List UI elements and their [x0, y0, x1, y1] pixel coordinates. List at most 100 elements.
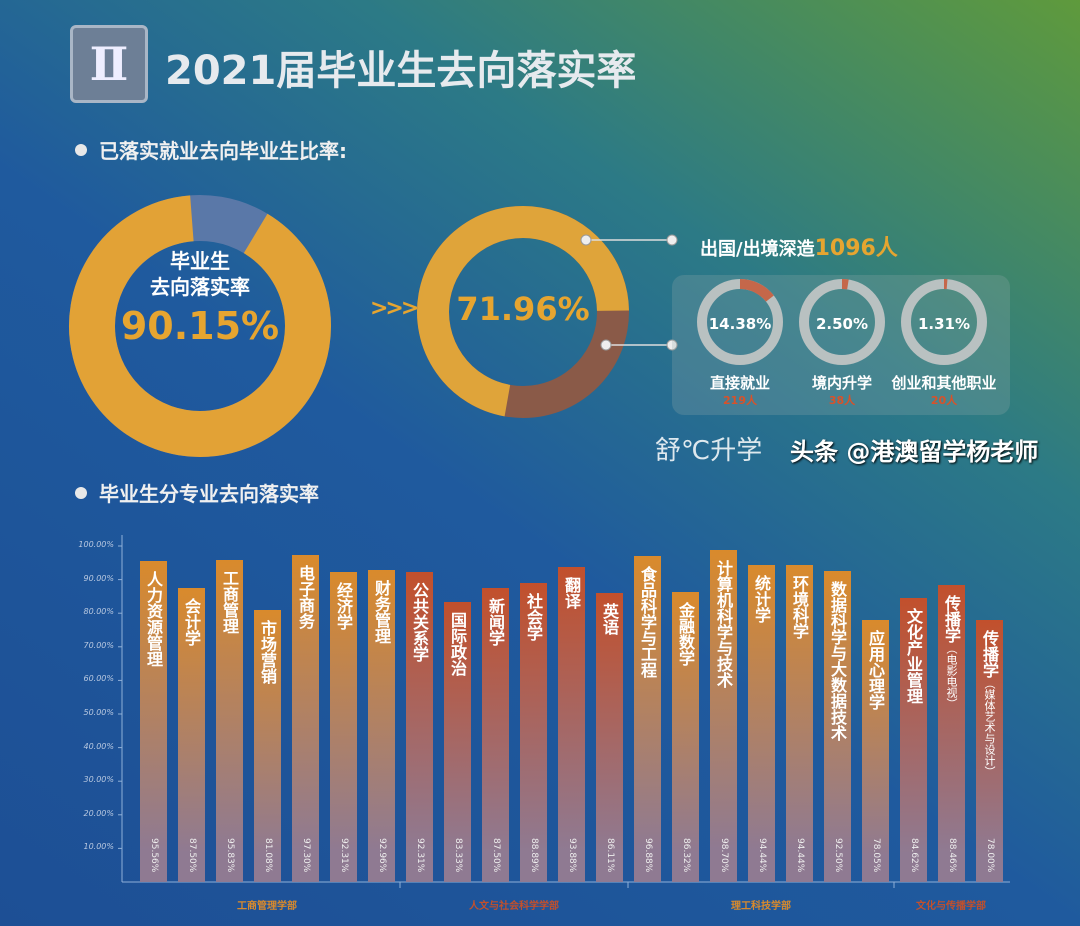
bar-category-text: 传播学	[942, 594, 961, 643]
donut-second-segment	[417, 206, 629, 418]
connector-dot	[580, 234, 592, 246]
bar-category: 公共关系学	[406, 582, 433, 662]
bar-category: 食品科学与工程	[634, 566, 661, 678]
bar: 金融数学 86.32%	[672, 591, 699, 882]
bar-value-label: 86.11%	[605, 837, 615, 872]
bar-value-label: 94.44%	[757, 837, 767, 872]
bar-category-text: 食品科学与工程	[638, 566, 657, 679]
bar: 英语 86.11%	[596, 592, 623, 882]
y-tick-label: 20.00%	[83, 808, 114, 818]
y-tick-label: 90.00%	[83, 573, 114, 583]
bar-category: 财务管理	[368, 580, 395, 644]
section-heading: 已落实就业去向毕业生比率:	[75, 135, 347, 164]
bar: 人力资源管理 95.56%	[140, 560, 167, 882]
mini-stat: 1.31% 创业和其他职业 20人	[891, 277, 997, 417]
bar: 国际政治 83.33%	[444, 602, 471, 882]
bar-category: 环境科学	[786, 575, 813, 639]
bar: 翻译 93.88%	[558, 566, 585, 882]
section-heading-2: 毕业生分专业去向落实率	[75, 478, 319, 507]
bar-subnote: （媒体艺术与设计）	[983, 677, 996, 777]
bar-category-text: 金融数学	[676, 601, 695, 666]
bar-value-label: 98.70%	[719, 837, 729, 872]
bar-category: 翻译	[558, 577, 585, 609]
bar-category-text: 环境科学	[790, 574, 809, 639]
bar-category: 市场营销	[254, 620, 281, 684]
page-title: 2021届毕业生去向落实率	[165, 48, 637, 94]
bar: 应用心理学 78.05%	[862, 619, 889, 882]
bar: 食品科学与工程 96.88%	[634, 556, 661, 882]
y-tick-label: 100.00%	[78, 540, 114, 549]
bar-subnote: （电影电视）	[945, 642, 958, 709]
bar-category-text: 新闻学	[486, 598, 505, 646]
watermark: 头条 @港澳留学杨老师	[790, 438, 1039, 466]
bar-value-label: 94.44%	[795, 837, 805, 872]
mini-count: 219人	[723, 394, 757, 407]
abroad-label: 出国/出境深造1096人	[700, 230, 898, 262]
bar: 环境科学 94.44%	[786, 564, 813, 882]
mini-stat: 14.38% 直接就业 219人	[690, 277, 790, 417]
bar-value-label: 86.32%	[681, 837, 691, 872]
bar: 公共关系学 92.31%	[406, 571, 433, 882]
abroad-count: 1096人	[814, 236, 898, 261]
arrows-icon: >>>	[370, 296, 419, 321]
mini-label: 直接就业	[709, 374, 771, 392]
bar-value-label: 88.46%	[947, 837, 957, 872]
mini-donut-1-segment	[799, 279, 885, 365]
bar-category-text: 应用心理学	[866, 629, 885, 710]
bar: 统计学 94.44%	[748, 564, 775, 882]
mini-count: 38人	[828, 394, 856, 407]
bar: 新闻学 87.50%	[482, 588, 509, 882]
bar: 传播学（媒体艺术与设计） 78.00%	[976, 619, 1003, 882]
bar-category-text: 文化产业管理	[904, 607, 923, 704]
bar-category: 经济学	[330, 582, 357, 630]
y-tick-label: 10.00%	[83, 842, 114, 852]
bar-category: 数据科学与大数据技术	[824, 581, 851, 741]
group-label: 工商管理学部	[237, 901, 297, 912]
bar-category-text: 翻译	[562, 576, 581, 609]
bar: 传播学（电影电视） 88.46%	[938, 584, 965, 882]
y-tick-label: 30.00%	[83, 775, 114, 785]
mini-label: 创业和其他职业	[891, 374, 997, 392]
bar-category: 传播学（媒体艺术与设计）	[976, 630, 1003, 777]
bar-category: 人力资源管理	[140, 571, 167, 667]
y-tick-label: 80.00%	[83, 607, 114, 617]
bar-value-label: 87.50%	[187, 837, 197, 872]
bar-value-label: 95.83%	[225, 837, 235, 872]
mini-donut-2-segment	[901, 279, 987, 365]
section-badge: Ⅱ	[70, 25, 148, 103]
abroad-text: 出国/出境深造	[700, 239, 815, 260]
donut-main-value: 90.15%	[120, 304, 280, 348]
bar-category: 金融数学	[672, 602, 699, 666]
bar-value-label: 78.05%	[871, 837, 881, 872]
bar-category-text: 经济学	[334, 581, 353, 630]
bar-value-label: 95.56%	[149, 837, 159, 872]
bar: 财务管理 92.96%	[368, 569, 395, 882]
bar-value-label: 92.31%	[339, 837, 349, 872]
bar-category: 电子商务	[292, 565, 319, 629]
mini-count: 20人	[930, 394, 958, 407]
bar-category: 国际政治	[444, 612, 471, 676]
mini-panel	[672, 275, 1010, 415]
bar-category-text: 计算机科学与技术	[714, 560, 733, 689]
bar-value-label: 92.31%	[415, 837, 425, 872]
bar-value-label: 78.00%	[985, 837, 995, 872]
group-label: 人文与社会科学学部	[469, 901, 559, 912]
bar: 市场营销 81.08%	[254, 609, 281, 882]
bar-category-text: 市场营销	[258, 619, 277, 684]
bar-value-label: 83.33%	[453, 837, 463, 872]
bar-category-text: 国际政治	[448, 612, 467, 676]
mini-stat: 2.50% 境内升学 38人	[792, 277, 892, 417]
bar: 电子商务 97.30%	[292, 555, 319, 882]
group-label: 理工科技学部	[731, 901, 791, 912]
mini-percent: 1.31%	[917, 315, 971, 333]
mini-percent: 14.38%	[708, 315, 772, 333]
bar-category-text: 会计学	[182, 598, 201, 646]
bar-category: 文化产业管理	[900, 608, 927, 704]
bar-category: 统计学	[748, 575, 775, 623]
donut-main-segment	[69, 195, 331, 457]
bar-category: 英语	[596, 603, 623, 635]
bar-value-label: 93.88%	[567, 837, 577, 872]
bar-value-label: 84.62%	[909, 837, 919, 872]
watermark-overlay: 舒℃升学	[655, 436, 763, 466]
